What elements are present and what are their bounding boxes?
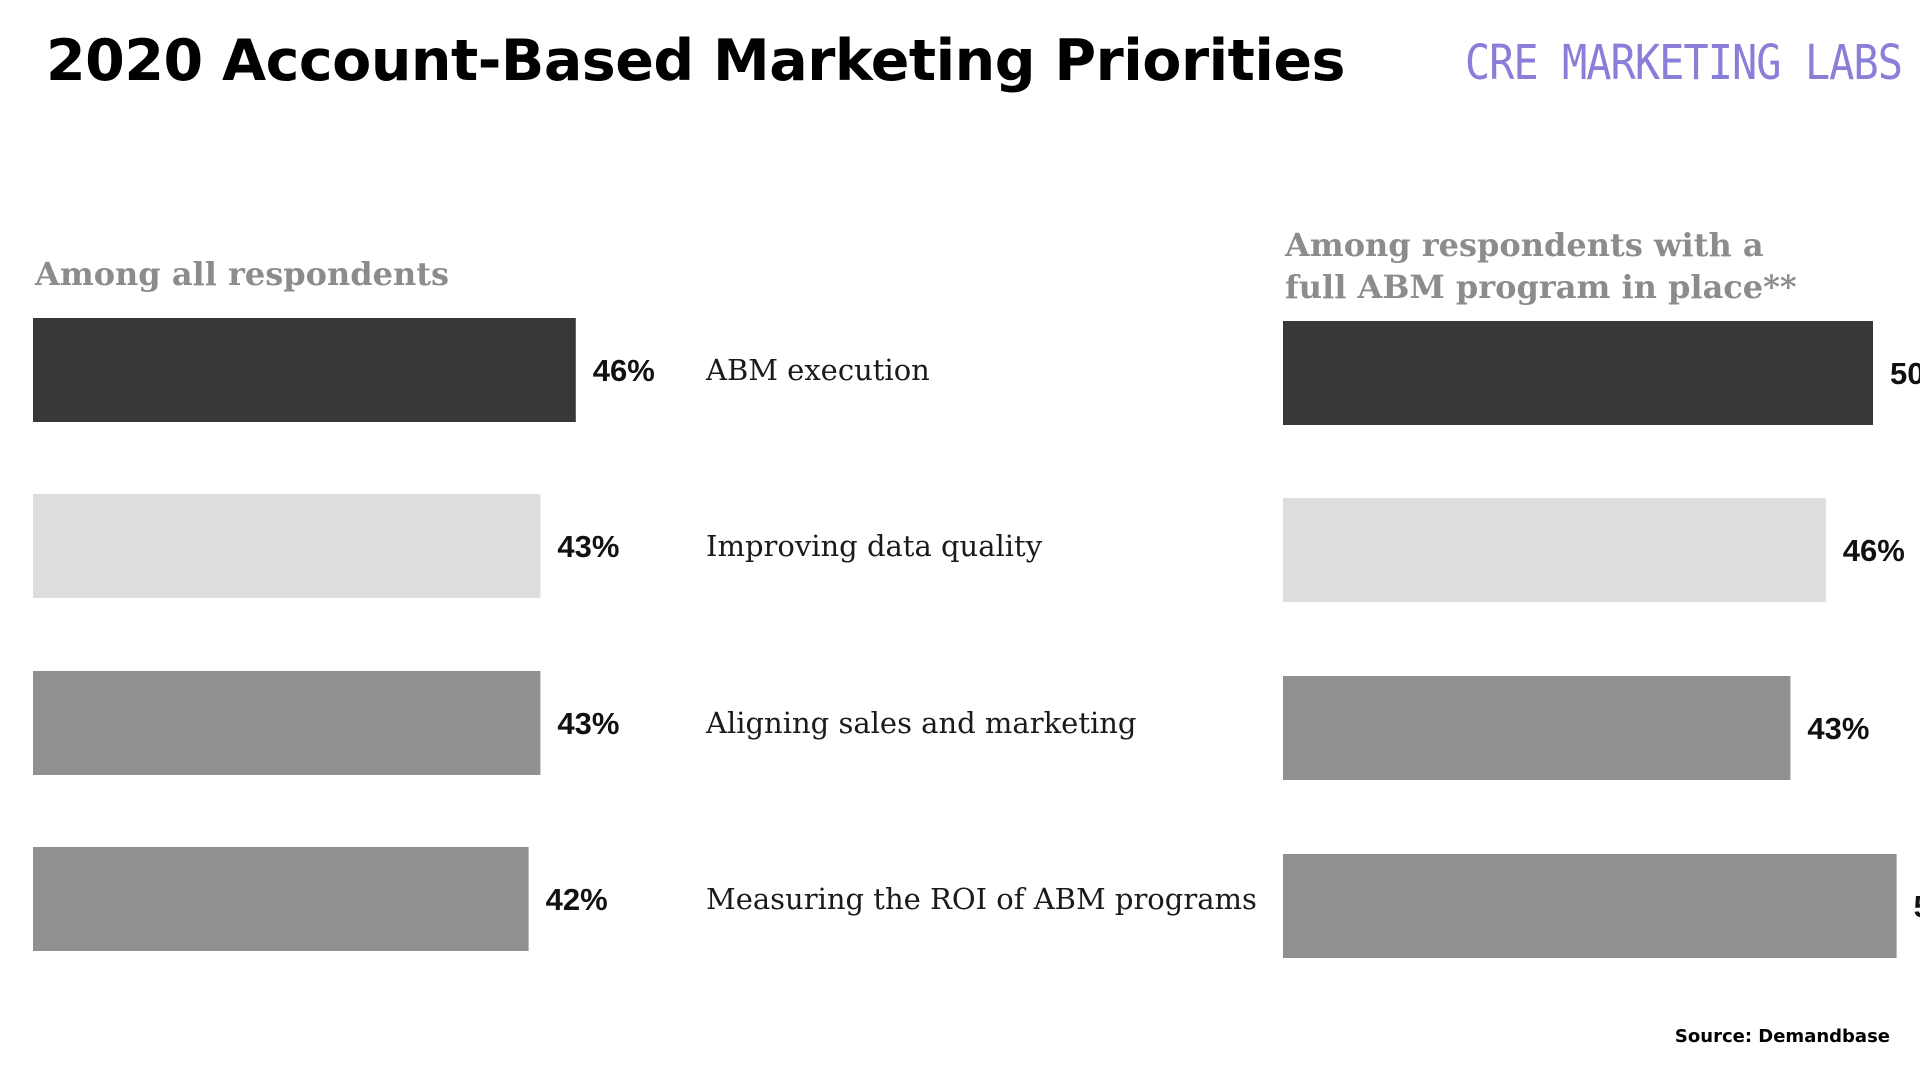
value-label-series2-1: 50% (1890, 356, 1920, 391)
value-label-series1-4: 42% (546, 882, 608, 917)
category-label-2: Improving data quality (706, 529, 1043, 563)
bar-series1-4 (33, 847, 529, 951)
panel-heading-2-line-2: full ABM program in place** (1285, 268, 1797, 306)
panel-heading-2-line-1: Among respondents with a (1284, 226, 1764, 264)
bar-series1-1 (33, 318, 576, 422)
brand-logo: CRE MARKETING LABS (1464, 34, 1903, 91)
bar-series2-2 (1283, 498, 1826, 602)
value-label-series1-3: 43% (557, 706, 619, 741)
category-label-1: ABM execution (705, 353, 930, 387)
panel-heading-1-line-1: Among all respondents (34, 255, 449, 293)
category-label-3: Aligning sales and marketing (705, 706, 1136, 740)
bar-series1-3 (33, 671, 541, 775)
bar-series2-4 (1283, 854, 1897, 958)
bar-series2-3 (1283, 676, 1791, 780)
source-note: Source: Demandbase (1674, 1026, 1890, 1047)
value-label-series2-2: 46% (1843, 533, 1905, 568)
value-label-series1-2: 43% (557, 529, 619, 564)
value-label-series1-1: 46% (593, 353, 655, 388)
bar-series1-2 (33, 494, 541, 598)
value-label-series2-4: 52% (1914, 889, 1920, 924)
value-label-series2-3: 43% (1807, 711, 1869, 746)
page-title: 2020 Account-Based Marketing Priorities (46, 28, 1346, 94)
bar-series2-1 (1283, 321, 1873, 425)
category-label-4: Measuring the ROI of ABM programs (706, 882, 1257, 916)
